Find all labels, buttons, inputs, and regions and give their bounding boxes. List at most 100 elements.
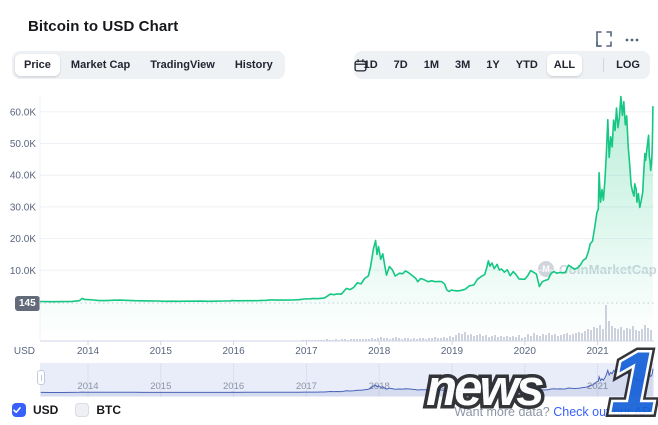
volume-bar: [341, 339, 343, 341]
volume-bar: [419, 338, 421, 341]
volume-bar: [431, 338, 433, 341]
volume-bar: [416, 339, 418, 341]
navigator-year-label: 2019: [441, 381, 462, 392]
volume-bar: [389, 339, 391, 341]
volume-bar: [452, 337, 454, 341]
log-scale-button[interactable]: LOG: [609, 54, 647, 76]
volume-bar: [500, 336, 502, 341]
volume-bar: [440, 338, 442, 341]
y-axis-label: 20.0K: [10, 234, 36, 245]
tab-market-cap[interactable]: Market Cap: [62, 54, 139, 76]
price-chart[interactable]: 60.0K 50.0K 40.0K 30.0K 20.0K 10.0K 2014 2015 20…: [0, 88, 658, 358]
volume-bar: [335, 339, 337, 341]
volume-bar: [536, 335, 538, 341]
volume-bar: [629, 329, 631, 341]
volume-bar: [413, 338, 415, 341]
volume-bar: [509, 337, 511, 341]
volume-bar: [434, 337, 436, 341]
volume-bar: [353, 339, 355, 341]
volume-bar: [539, 336, 541, 341]
volume-bar: [533, 333, 535, 341]
volume-bar: [458, 333, 460, 341]
volume-bar: [461, 334, 463, 341]
navigator-line: [40, 366, 654, 393]
more-options-button[interactable]: [624, 22, 642, 42]
volume-bar: [371, 338, 373, 341]
volume-bar: [425, 339, 427, 341]
fullscreen-button[interactable]: [596, 22, 614, 47]
tab-price[interactable]: Price: [15, 54, 60, 77]
date-range-button[interactable]: [354, 58, 598, 72]
volume-bar: [596, 328, 598, 341]
volume-bar: [503, 337, 505, 341]
volume-bar: [422, 338, 424, 341]
volume-bar: [380, 337, 382, 341]
volume-bar: [560, 335, 562, 341]
volume-bar: [617, 329, 619, 341]
volume-bar: [527, 334, 529, 341]
volume-bar: [449, 336, 451, 341]
volume-bar: [641, 329, 643, 341]
y-axis-label: 60.0K: [10, 107, 36, 118]
volume-bar: [443, 337, 445, 341]
volume-bar: [470, 334, 472, 341]
volume-bar: [605, 305, 607, 341]
volume-bar: [479, 334, 481, 341]
volume-bar: [566, 333, 568, 341]
y-axis-label: 50.0K: [10, 139, 36, 150]
volume-bar: [542, 334, 544, 341]
range-3m[interactable]: 3M: [448, 54, 477, 76]
volume-bar: [437, 338, 439, 341]
volume-bar: [512, 336, 514, 341]
usd-toggle[interactable]: USD: [12, 403, 58, 417]
range-1d[interactable]: 1D: [357, 54, 385, 76]
navigator-year-label: 2017: [296, 381, 317, 392]
range-7d[interactable]: 7D: [387, 54, 415, 76]
api-promo-text: Want more data?: [454, 405, 550, 419]
volume-bar: [632, 326, 634, 341]
tab-tradingview[interactable]: TradingView: [141, 54, 224, 76]
volume-bar: [551, 335, 553, 341]
volume-bar: [614, 328, 616, 341]
volume-bar: [482, 336, 484, 341]
range-all[interactable]: ALL: [546, 54, 583, 77]
range-selector: 1D 7D 1M 3M 1Y YTD ALL LOG: [353, 51, 650, 80]
tab-history[interactable]: History: [226, 54, 282, 76]
btc-toggle[interactable]: BTC: [75, 403, 121, 417]
price-area: [40, 96, 653, 341]
range-ytd[interactable]: YTD: [509, 54, 545, 76]
volume-bar: [644, 325, 646, 341]
volume-bar: [587, 329, 589, 341]
volume-bar: [590, 330, 592, 341]
volume-bar: [572, 334, 574, 341]
volume-bar: [446, 338, 448, 341]
navigator-background[interactable]: [40, 363, 654, 397]
volume-bar: [473, 336, 475, 341]
api-link[interactable]: Check out our API: [553, 405, 654, 419]
y-axis-unit-label: USD: [14, 346, 35, 357]
checkmark-icon: [13, 407, 21, 414]
navigator-left-handle[interactable]: [37, 370, 45, 385]
volume-bar: [488, 337, 490, 341]
volume-bar: [494, 335, 496, 341]
volume-bar: [410, 339, 412, 341]
volume-bar: [398, 338, 400, 341]
range-1y[interactable]: 1Y: [479, 54, 506, 76]
volume-bar: [404, 338, 406, 341]
toolbar-divider: [603, 58, 605, 73]
navigator-year-label: 2015: [150, 381, 171, 392]
x-axis-label: 2017: [295, 346, 318, 357]
usd-checkbox-checked[interactable]: [12, 403, 26, 417]
chart-type-tabs: Price Market Cap TradingView History: [12, 51, 285, 80]
volume-bar: [365, 339, 367, 341]
x-axis-label: 2020: [514, 346, 537, 357]
volume-bar: [626, 328, 628, 341]
range-1m[interactable]: 1M: [417, 54, 446, 76]
volume-bar: [623, 330, 625, 341]
volume-bar: [569, 335, 571, 341]
volume-bar: [506, 336, 508, 341]
btc-checkbox-unchecked[interactable]: [75, 403, 90, 417]
volume-bar: [620, 327, 622, 341]
x-axis-label: 2019: [441, 346, 464, 357]
